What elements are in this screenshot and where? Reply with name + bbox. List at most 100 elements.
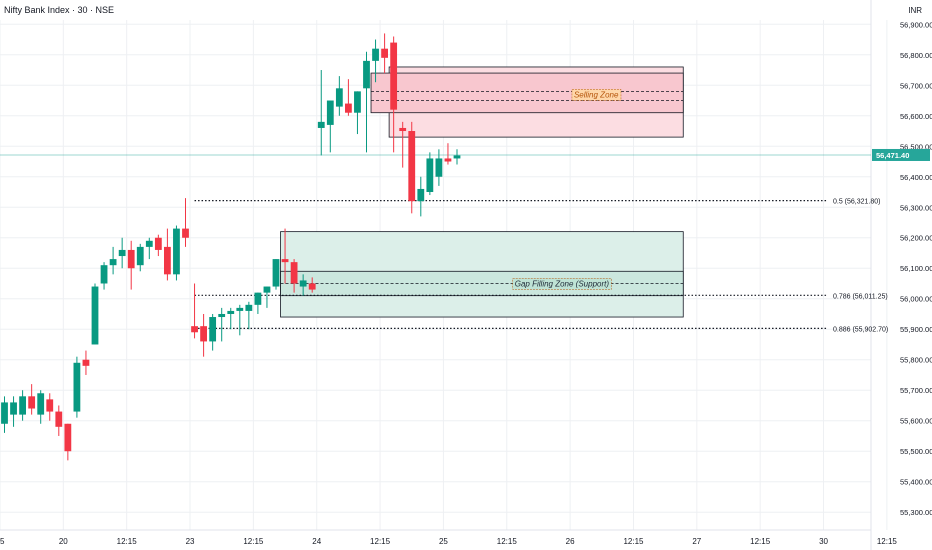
candle-up [145, 237, 153, 260]
candle-body [290, 262, 298, 284]
chart-title: Nifty Bank Index · 30 · NSE [4, 5, 115, 15]
fib-level: 0.886 (55,902.70) [194, 326, 888, 333]
candle-up [263, 286, 271, 308]
candle-down [46, 393, 54, 421]
candle-body [136, 246, 144, 266]
candle-body [100, 265, 108, 284]
candle-body [164, 246, 171, 275]
candle-body [19, 396, 26, 415]
candle-body [10, 402, 17, 415]
candle-body [37, 393, 45, 415]
zone-label-bg [571, 89, 622, 101]
candle-up [335, 76, 343, 116]
x-axis: 15 20 12:15 23 12:15 24 12:15 25 12:15 26 12:15 27 1… [0, 537, 897, 546]
candle-up [91, 283, 99, 345]
candle-down [308, 277, 316, 293]
candle-body [227, 310, 235, 314]
candle-up [236, 304, 244, 336]
x-tick-label: 27 [692, 537, 701, 546]
x-tick-label: 25 [439, 537, 448, 546]
candle-body [299, 280, 307, 287]
candle-body [82, 359, 90, 366]
candle-up [426, 152, 434, 196]
candle-body [73, 362, 81, 412]
y-tick-label: 55,500.00 [900, 447, 932, 456]
zone-label: Gap Filling Zone (Support) [515, 279, 610, 288]
candle-body [444, 158, 452, 162]
candles [1, 33, 461, 461]
candle-down [381, 33, 388, 74]
candle-body [408, 131, 416, 202]
y-tick-label: 56,300.00 [900, 203, 932, 212]
candle-body [109, 259, 117, 266]
candle-up [417, 176, 425, 217]
candle-down [200, 313, 207, 357]
y-tick-label: 56,100.00 [900, 264, 932, 273]
candle-body [381, 48, 388, 58]
y-tick-label: 56,400.00 [900, 173, 932, 182]
candle-body [372, 48, 379, 61]
candle-body [363, 60, 370, 89]
zone-inner-box [370, 72, 684, 114]
candle-body [191, 326, 198, 333]
x-tick-label: 30 [819, 537, 828, 546]
candle-body [281, 259, 289, 263]
candle-down [28, 384, 36, 415]
candle-down [154, 234, 162, 257]
candle-body [254, 292, 262, 305]
candle-up [354, 91, 361, 135]
candle-body [317, 121, 325, 128]
y-tick-label: 55,600.00 [900, 417, 932, 426]
candle-body [263, 286, 271, 293]
y-tick-label: 56,800.00 [900, 51, 932, 60]
y-tick-label: 56,500.00 [900, 142, 932, 151]
candle-up [317, 70, 325, 156]
currency-label: INR [908, 6, 922, 15]
x-tick-label: 26 [566, 537, 575, 546]
fib-label: 0.5 (56,321.80) [833, 199, 880, 206]
candle-up [37, 390, 45, 424]
y-tick-label: 55,900.00 [900, 325, 932, 334]
candle-down [281, 228, 289, 284]
fib-label: 0.886 (55,902.70) [833, 326, 888, 333]
x-tick-label: 12:15 [623, 537, 644, 546]
x-tick-label: 12:15 [497, 537, 518, 546]
candle-body [236, 307, 244, 311]
fib-label: 0.786 (56,011.25) [833, 293, 888, 300]
candle-body [145, 240, 153, 247]
y-tick-label: 56,600.00 [900, 112, 932, 121]
y-tick-label: 56,200.00 [900, 234, 932, 243]
candle-body [245, 304, 253, 311]
candle-body [200, 326, 207, 342]
candle-body [118, 249, 126, 257]
candle-down [127, 240, 135, 290]
candle-down [444, 143, 452, 165]
candle-up [209, 313, 217, 351]
candle-down [390, 36, 398, 153]
candle-down [164, 228, 171, 281]
candle-down [345, 79, 352, 116]
candle-body [1, 402, 8, 424]
y-tick-label: 55,800.00 [900, 356, 932, 365]
candle-up [372, 39, 379, 83]
candle-body [154, 237, 162, 250]
candle-up [245, 301, 253, 330]
candle-body [209, 317, 217, 342]
candle-body [127, 249, 135, 269]
candle-up [218, 307, 226, 342]
x-tick-label: 20 [59, 537, 68, 546]
candle-up [272, 259, 280, 290]
candle-body [426, 158, 434, 193]
candle-body [308, 283, 316, 290]
candle-up [100, 262, 108, 290]
candle-up [136, 243, 144, 272]
fib-level: 0.5 (56,321.80) [194, 199, 880, 206]
candle-up [254, 292, 262, 314]
candle-up [173, 225, 180, 281]
current-price-bg [872, 148, 930, 161]
candle-body [435, 158, 443, 177]
candle-body [390, 42, 398, 110]
x-tick-label: 12:15 [243, 537, 264, 546]
candle-up [326, 100, 334, 153]
